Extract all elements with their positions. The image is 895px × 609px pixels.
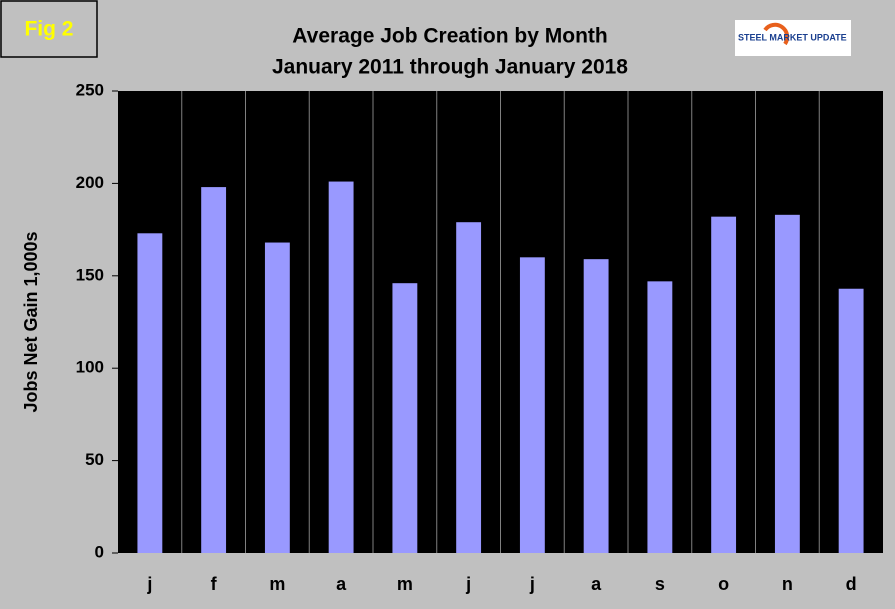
bar: [647, 281, 673, 553]
y-tick-label: 150: [76, 265, 104, 284]
y-tick-label: 200: [76, 173, 104, 192]
x-tick-label: d: [846, 574, 857, 594]
figure-label-box: [0, 0, 98, 58]
chart-title: Average Job Creation by Month: [292, 25, 607, 48]
logo: STEEL MARKET UPDATE: [738, 32, 847, 42]
y-tick-label: 0: [95, 542, 104, 561]
x-tick-label: j: [529, 574, 535, 594]
bar: [137, 233, 163, 553]
figure-label: Fig 2: [24, 18, 73, 41]
bar: [456, 222, 482, 553]
x-tick-label: m: [269, 574, 285, 594]
bar: [264, 242, 290, 553]
logo-swoosh: [763, 22, 790, 46]
x-tick-label: j: [465, 574, 471, 594]
y-tick-label: 100: [76, 358, 104, 377]
logo-box: [735, 20, 851, 56]
bar: [774, 214, 800, 554]
y-tick-label: 250: [76, 80, 104, 99]
x-tick-label: n: [782, 574, 793, 594]
y-tick-label: 50: [85, 450, 104, 469]
bar: [838, 288, 864, 553]
x-tick-label: m: [397, 574, 413, 594]
bar: [201, 187, 227, 553]
bar: [519, 257, 545, 553]
bar: [711, 216, 737, 553]
bar: [583, 259, 609, 553]
bar: [328, 181, 354, 553]
bar: [392, 283, 418, 553]
x-tick-label: j: [146, 574, 152, 594]
x-tick-label: a: [336, 574, 347, 594]
x-tick-label: s: [655, 574, 665, 594]
x-tick-label: o: [718, 574, 729, 594]
chart-subtitle: January 2011 through January 2018: [272, 56, 628, 79]
y-axis-label: Jobs Net Gain 1,000s: [21, 231, 41, 412]
x-tick-label: a: [591, 574, 602, 594]
x-tick-label: f: [211, 574, 218, 594]
